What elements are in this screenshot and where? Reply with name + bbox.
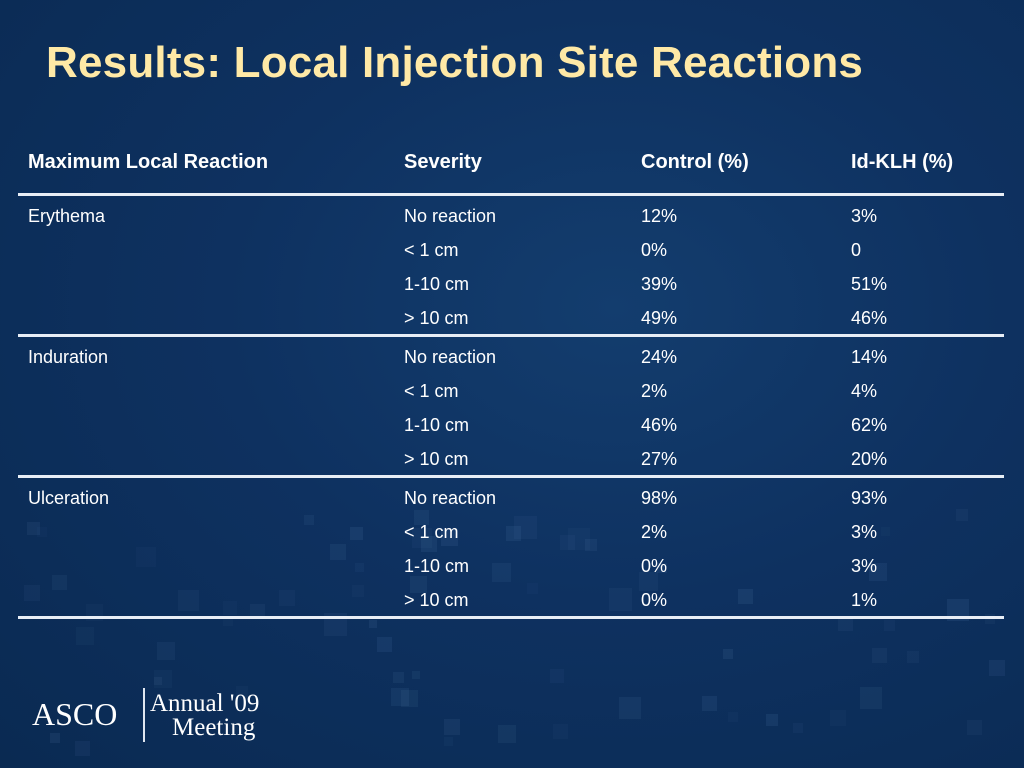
header-id-klh: Id-KLH (%): [851, 151, 954, 173]
cell-id-klh: 46%: [851, 308, 888, 328]
reactions-table: Maximum Local Reaction Severity Control …: [18, 140, 1004, 619]
table-row: 1-10 cm 39% 51%: [18, 266, 1004, 300]
header-control: Control (%): [641, 151, 749, 173]
cell-control: 0%: [641, 590, 668, 610]
cell-reaction: Induration: [28, 347, 109, 367]
cell-severity: 1-10 cm: [404, 556, 470, 576]
cell-id-klh: 14%: [851, 347, 888, 367]
cell-control: 24%: [641, 347, 678, 367]
table-row: < 1 cm 0% 0: [18, 232, 1004, 266]
header-maximum-local-reaction: Maximum Local Reaction: [28, 151, 269, 173]
cell-id-klh: 0: [851, 240, 862, 260]
table-row: < 1 cm 2% 4%: [18, 373, 1004, 407]
table-body: Erythema No reaction 12% 3% < 1 cm 0% 0 1-10 cm…: [18, 196, 1004, 619]
cell-control: 98%: [641, 488, 678, 508]
table-row: > 10 cm 27% 20%: [18, 441, 1004, 475]
cell-severity: 1-10 cm: [404, 415, 470, 435]
header-severity: Severity: [404, 151, 482, 173]
table-row: > 10 cm 49% 46%: [18, 300, 1004, 334]
table-row: > 10 cm 0% 1%: [18, 582, 1004, 616]
reaction-group: Induration No reaction 24% 14% < 1 cm 2% 4% 1-1…: [18, 337, 1004, 478]
cell-id-klh: 20%: [851, 449, 888, 469]
cell-id-klh: 1%: [851, 590, 878, 610]
reaction-group: Ulceration No reaction 98% 93% < 1 cm 2% 3% 1-1…: [18, 478, 1004, 619]
cell-severity: No reaction: [404, 206, 497, 226]
cell-severity: > 10 cm: [404, 449, 469, 469]
cell-control: 27%: [641, 449, 678, 469]
reaction-group: Erythema No reaction 12% 3% < 1 cm 0% 0 1-10 cm…: [18, 196, 1004, 337]
cell-control: 39%: [641, 274, 678, 294]
cell-control: 0%: [641, 556, 668, 576]
table-row: Ulceration No reaction 98% 93%: [18, 480, 1004, 514]
logo-meeting-text: Meeting: [172, 714, 256, 741]
cell-reaction: Ulceration: [28, 488, 110, 508]
cell-control: 49%: [641, 308, 678, 328]
table-row: < 1 cm 2% 3%: [18, 514, 1004, 548]
table-row: Induration No reaction 24% 14%: [18, 339, 1004, 373]
cell-reaction: Erythema: [28, 206, 106, 226]
cell-id-klh: 51%: [851, 274, 888, 294]
table-row: Erythema No reaction 12% 3%: [18, 198, 1004, 232]
logo-annual-text: Annual '09: [150, 690, 260, 717]
cell-id-klh: 4%: [851, 381, 878, 401]
cell-severity: 1-10 cm: [404, 274, 470, 294]
cell-id-klh: 3%: [851, 556, 878, 576]
cell-severity: < 1 cm: [404, 240, 459, 260]
cell-id-klh: 3%: [851, 522, 878, 542]
logo-divider: [143, 688, 145, 742]
cell-id-klh: 62%: [851, 415, 888, 435]
table-header-row: Maximum Local Reaction Severity Control …: [18, 140, 1004, 196]
cell-severity: No reaction: [404, 488, 497, 508]
cell-severity: < 1 cm: [404, 522, 459, 542]
table-row: 1-10 cm 0% 3%: [18, 548, 1004, 582]
cell-severity: No reaction: [404, 347, 497, 367]
slide-title: Results: Local Injection Site Reactions: [46, 38, 864, 87]
cell-severity: > 10 cm: [404, 590, 469, 610]
cell-control: 12%: [641, 206, 678, 226]
cell-control: 2%: [641, 381, 668, 401]
table-row: 1-10 cm 46% 62%: [18, 407, 1004, 441]
asco-logo-text: ASCO: [32, 696, 118, 732]
cell-severity: > 10 cm: [404, 308, 469, 328]
cell-control: 2%: [641, 522, 668, 542]
cell-control: 0%: [641, 240, 668, 260]
cell-severity: < 1 cm: [404, 381, 459, 401]
cell-id-klh: 3%: [851, 206, 878, 226]
cell-id-klh: 93%: [851, 488, 888, 508]
cell-control: 46%: [641, 415, 678, 435]
